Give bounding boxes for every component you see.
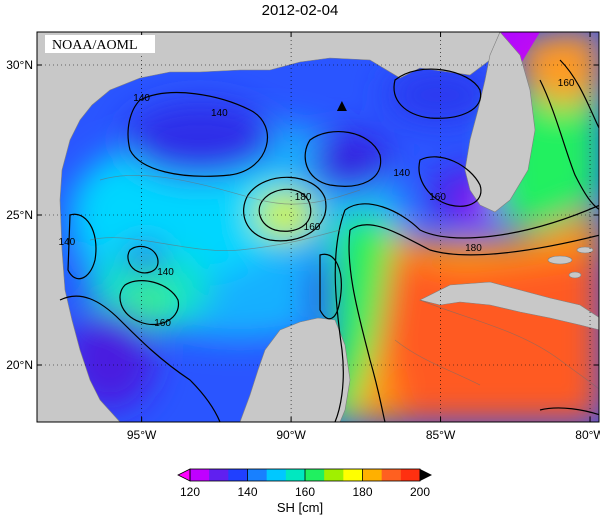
colorbar-swatch bbox=[343, 469, 363, 481]
colorbar: 120 140 160 180 200 bbox=[177, 468, 432, 499]
contour-label: 160 bbox=[154, 318, 171, 329]
lon-tick-label: 80°W bbox=[575, 428, 600, 442]
lon-tick-label: 85°W bbox=[426, 428, 456, 442]
map-title: 2012-02-04 bbox=[261, 2, 339, 19]
colorbar-swatch bbox=[305, 469, 325, 481]
contour-labels: 140 140 140 140 140 160 160 180 160 180 160 bbox=[59, 78, 575, 329]
contour-label: 180 bbox=[295, 192, 312, 203]
contour-label: 160 bbox=[558, 78, 575, 89]
colorbar-tick-label: 160 bbox=[295, 485, 315, 499]
map-frame bbox=[36, 31, 600, 423]
lat-tick-label: 25°N bbox=[6, 208, 33, 222]
colorbar-swatch bbox=[247, 469, 268, 481]
contour-label: 140 bbox=[133, 93, 150, 104]
land bbox=[37, 32, 599, 422]
colorbar-label: SH [cm] bbox=[276, 500, 324, 515]
colorbar-swatch bbox=[362, 469, 383, 481]
lon-tick-label: 90°W bbox=[276, 428, 306, 442]
axis-ticks: 95°W 90°W 85°W 80°W 30°N 25°N 20°N bbox=[6, 58, 600, 442]
colorbar-tick-label: 140 bbox=[237, 485, 257, 499]
colorbar-swatch bbox=[381, 469, 402, 481]
graticule bbox=[37, 32, 599, 422]
minor-contours bbox=[89, 174, 599, 390]
colorbar-swatch bbox=[400, 469, 421, 481]
contour-label: 140 bbox=[211, 108, 228, 119]
colorbar-min-arrow bbox=[177, 468, 191, 482]
colorbar-swatch bbox=[209, 469, 229, 481]
contours bbox=[59, 59, 599, 422]
colorbar-swatch bbox=[266, 469, 287, 481]
lat-tick-label: 30°N bbox=[6, 58, 33, 72]
contour-label: 140 bbox=[59, 237, 76, 248]
colorbar-max-arrow bbox=[420, 469, 432, 481]
contour-label: 160 bbox=[304, 222, 321, 233]
station-marker bbox=[336, 101, 347, 111]
contour-label: 140 bbox=[393, 168, 410, 179]
colorbar-swatch bbox=[324, 469, 344, 481]
contour-label: 160 bbox=[429, 192, 446, 203]
colorbar-swatch bbox=[228, 469, 248, 481]
credit-text: NOAA/AOML bbox=[52, 38, 138, 53]
lon-tick-label: 95°W bbox=[127, 428, 157, 442]
colorbar-tick-label: 180 bbox=[352, 485, 372, 499]
contour-label: 180 bbox=[465, 243, 482, 254]
lat-tick-label: 20°N bbox=[6, 358, 33, 372]
colorbar-tick-label: 120 bbox=[180, 485, 200, 499]
contour-label: 140 bbox=[157, 267, 174, 278]
colorbar-tick-label: 200 bbox=[410, 485, 430, 499]
credit-box bbox=[45, 35, 155, 53]
colorbar-swatch bbox=[190, 469, 210, 481]
colorbar-swatch bbox=[285, 469, 306, 481]
